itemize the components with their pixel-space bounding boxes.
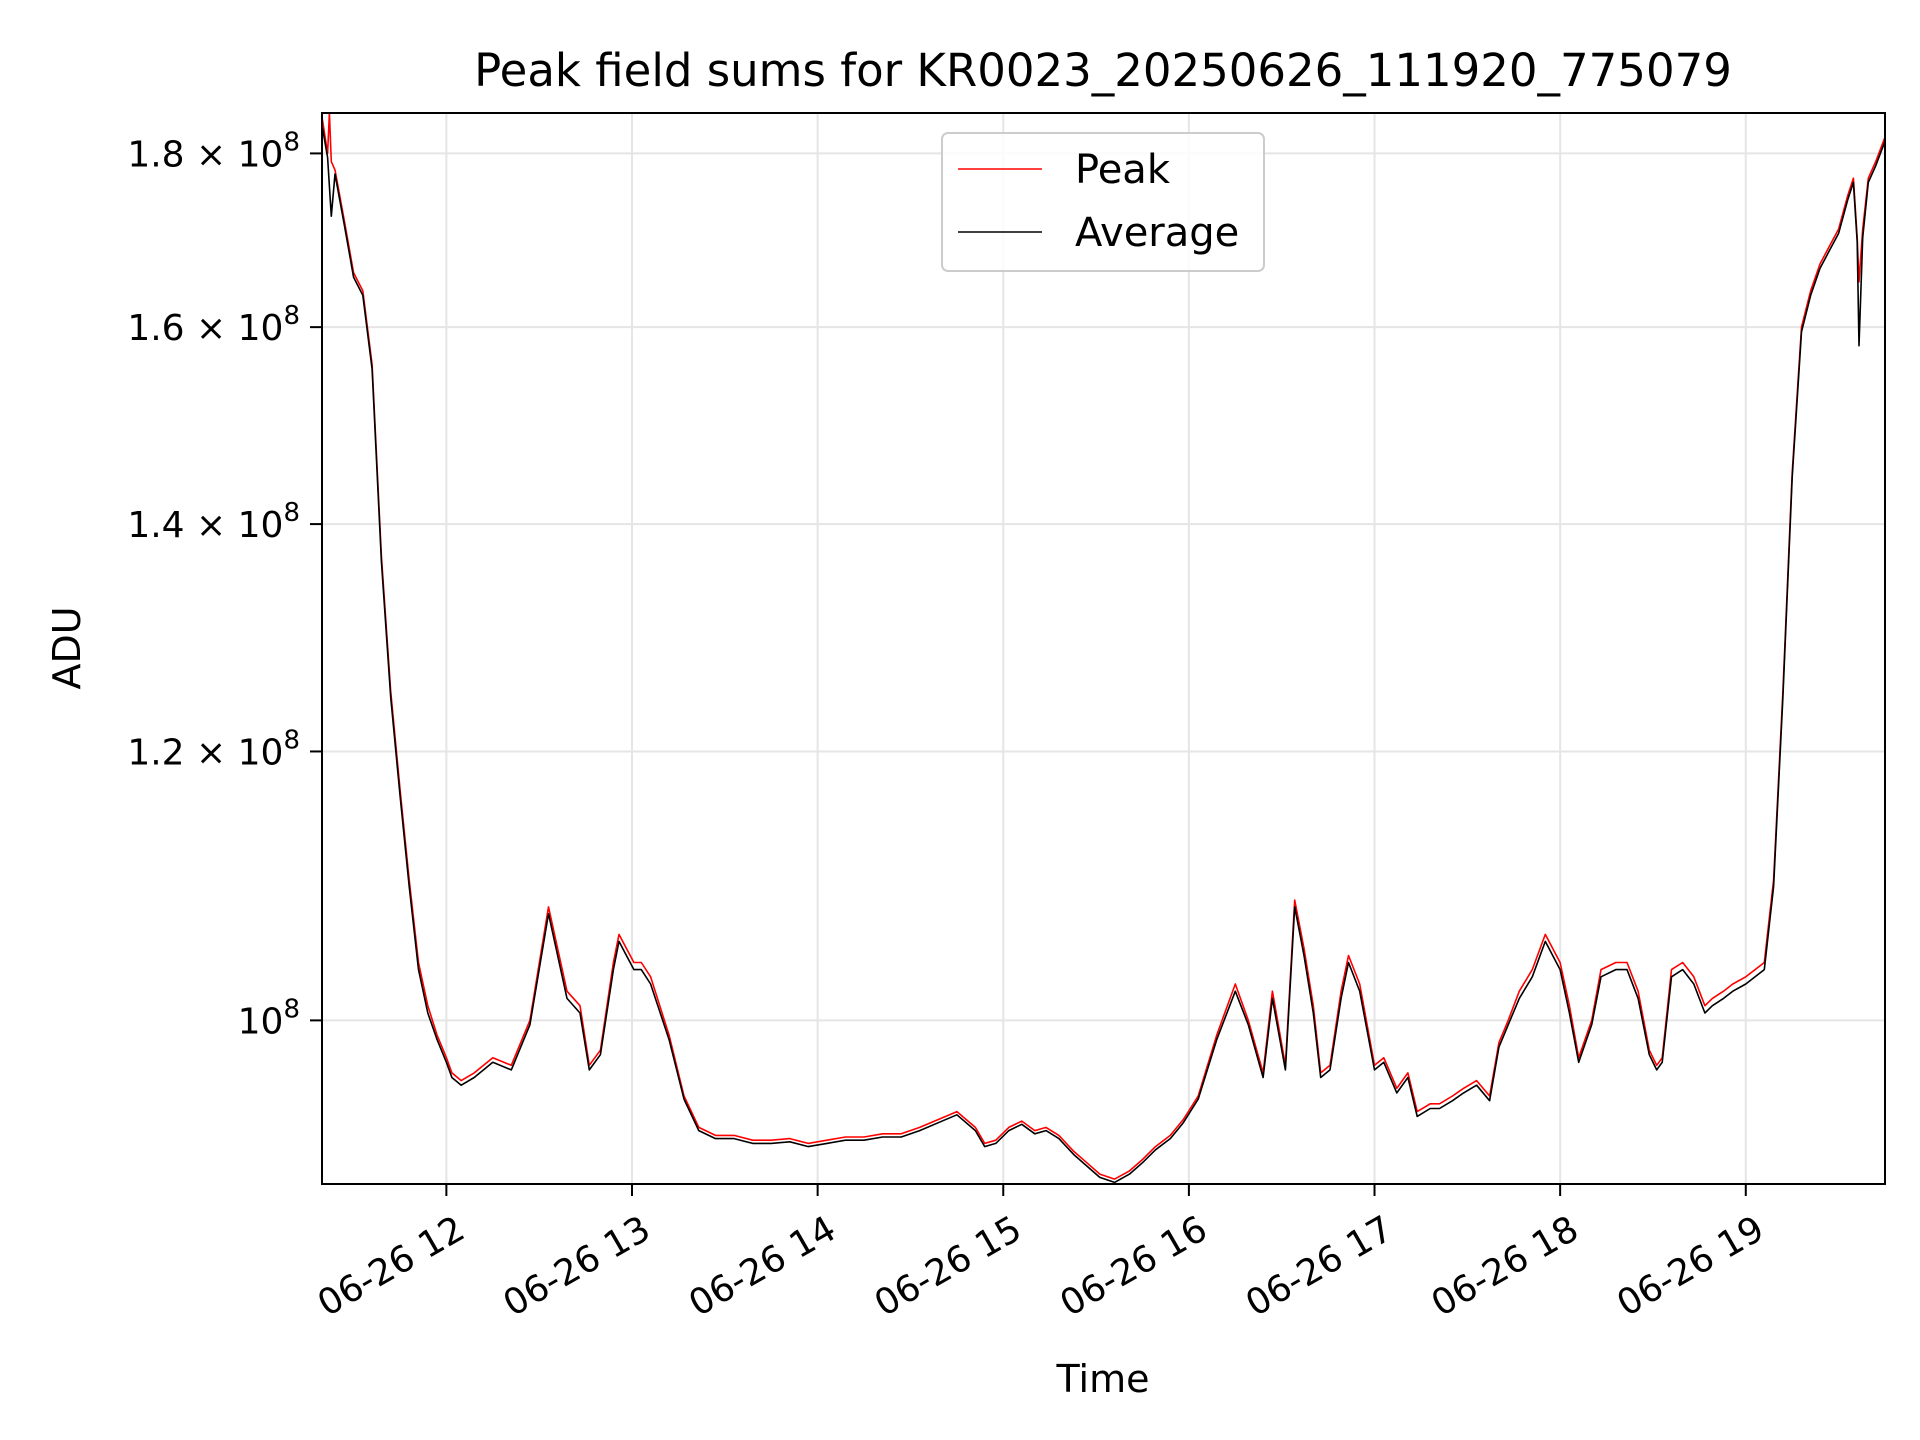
- x-tick-label: 06-26 18: [1425, 1208, 1586, 1324]
- legend-box: [941, 132, 1265, 272]
- x-axis: 06-26 12 06-26 13 06-26 14 06-26 15 06-26 16…: [311, 1184, 1771, 1325]
- series-line-peak: [322, 113, 1885, 1180]
- grid: [322, 113, 1885, 1184]
- plot-frame: [321, 112, 1886, 1185]
- legend-label-peak: Peak: [1075, 147, 1171, 193]
- legend: Peak Average: [941, 132, 1265, 272]
- x-tick-label: 06-26 12: [311, 1208, 472, 1324]
- x-tick-label: 06-26 19: [1610, 1208, 1771, 1324]
- chart-title: Peak field sums for KR0023_20250626_1119…: [474, 44, 1732, 97]
- series-layer: [322, 113, 1885, 1184]
- y-tick-label: 1.8 × 108: [127, 127, 300, 175]
- x-tick-label: 06-26 13: [497, 1208, 658, 1324]
- x-tick-label: 06-26 16: [1054, 1208, 1215, 1324]
- y-tick-label: 1.4 × 108: [127, 498, 300, 546]
- y-tick-label: 1.2 × 108: [127, 725, 300, 773]
- y-tick-label: 1.6 × 108: [127, 301, 300, 349]
- y-axis-label: ADU: [45, 606, 89, 689]
- legend-label-average: Average: [1075, 210, 1239, 256]
- y-axis: 108 1.2 × 108 1.4 × 108 1.6 × 108 1.8 × 108: [127, 127, 322, 1042]
- series-line-average: [322, 124, 1885, 1184]
- x-tick-label: 06-26 14: [682, 1208, 843, 1324]
- x-tick-label: 06-26 15: [868, 1208, 1029, 1324]
- y-tick-label: 108: [238, 994, 300, 1042]
- x-tick-label: 06-26 17: [1239, 1208, 1400, 1324]
- x-axis-label: Time: [1056, 1357, 1150, 1401]
